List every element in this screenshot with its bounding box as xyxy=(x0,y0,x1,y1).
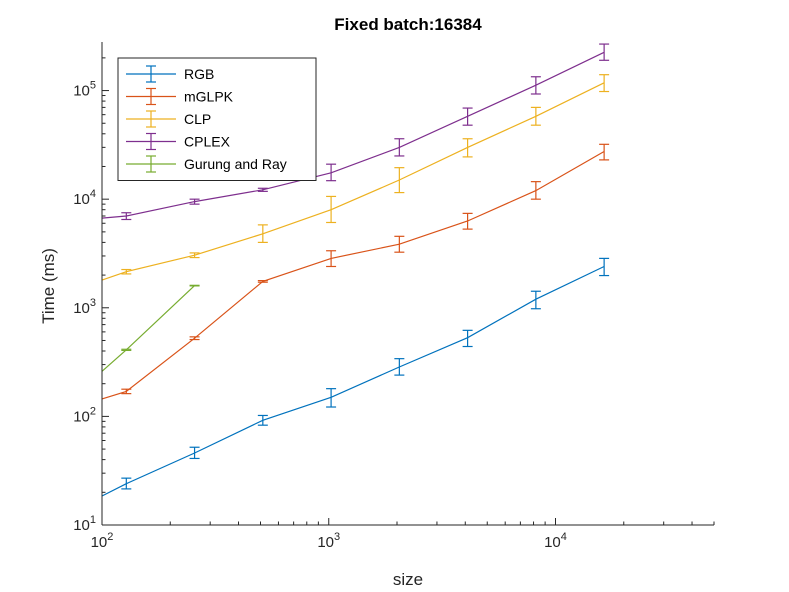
legend: RGB mGLPK CLP CPLEX Gurung and Ray xyxy=(117,57,317,181)
y-tick-label: 105 xyxy=(73,80,96,100)
plot-area xyxy=(101,43,610,497)
y-tick-label: 104 xyxy=(73,188,96,208)
x-tick-label: 104 xyxy=(544,531,567,551)
tick-exponent: 5 xyxy=(90,80,96,92)
series-1 xyxy=(101,143,610,400)
tick-base: 10 xyxy=(73,191,90,208)
chart-title: Fixed batch:16384 xyxy=(334,15,482,34)
series-2 xyxy=(101,74,610,281)
tick-exponent: 4 xyxy=(90,188,96,200)
legend-label: CLP xyxy=(184,111,211,127)
legend-label: mGLPK xyxy=(184,89,234,105)
tick-exponent: 2 xyxy=(107,531,113,543)
y-axis-label: Time (ms) xyxy=(39,248,58,324)
tick-exponent: 2 xyxy=(90,405,96,417)
tick-base: 10 xyxy=(91,534,108,551)
tick-base: 10 xyxy=(73,517,90,534)
legend-entry-4: Gurung and Ray xyxy=(126,155,287,173)
y-tick-label: 101 xyxy=(73,514,96,534)
x-tick-label: 103 xyxy=(317,531,340,551)
tick-base: 10 xyxy=(544,534,561,551)
legend-label: Gurung and Ray xyxy=(184,156,287,172)
series-4 xyxy=(101,284,200,372)
tick-base: 10 xyxy=(73,408,90,425)
legend-entry-2: CLP xyxy=(126,110,211,128)
series-3 xyxy=(101,43,610,221)
y-tick-label: 103 xyxy=(73,297,96,317)
legend-entry-1: mGLPK xyxy=(126,87,234,106)
tick-exponent: 1 xyxy=(90,514,96,526)
legend-label: CPLEX xyxy=(184,134,231,150)
y-tick-label: 102 xyxy=(73,405,96,425)
legend-label: RGB xyxy=(184,66,214,82)
x-axis-label: size xyxy=(393,570,423,589)
x-tick-label: 102 xyxy=(91,531,114,551)
legend-entry-0: RGB xyxy=(126,65,214,83)
legend-entry-3: CPLEX xyxy=(126,132,231,151)
series-0 xyxy=(101,257,610,497)
tick-base: 10 xyxy=(73,83,90,100)
tick-base: 10 xyxy=(317,534,334,551)
tick-base: 10 xyxy=(73,300,90,317)
tick-exponent: 4 xyxy=(561,531,567,543)
tick-exponent: 3 xyxy=(334,531,340,543)
tick-exponent: 3 xyxy=(90,297,96,309)
